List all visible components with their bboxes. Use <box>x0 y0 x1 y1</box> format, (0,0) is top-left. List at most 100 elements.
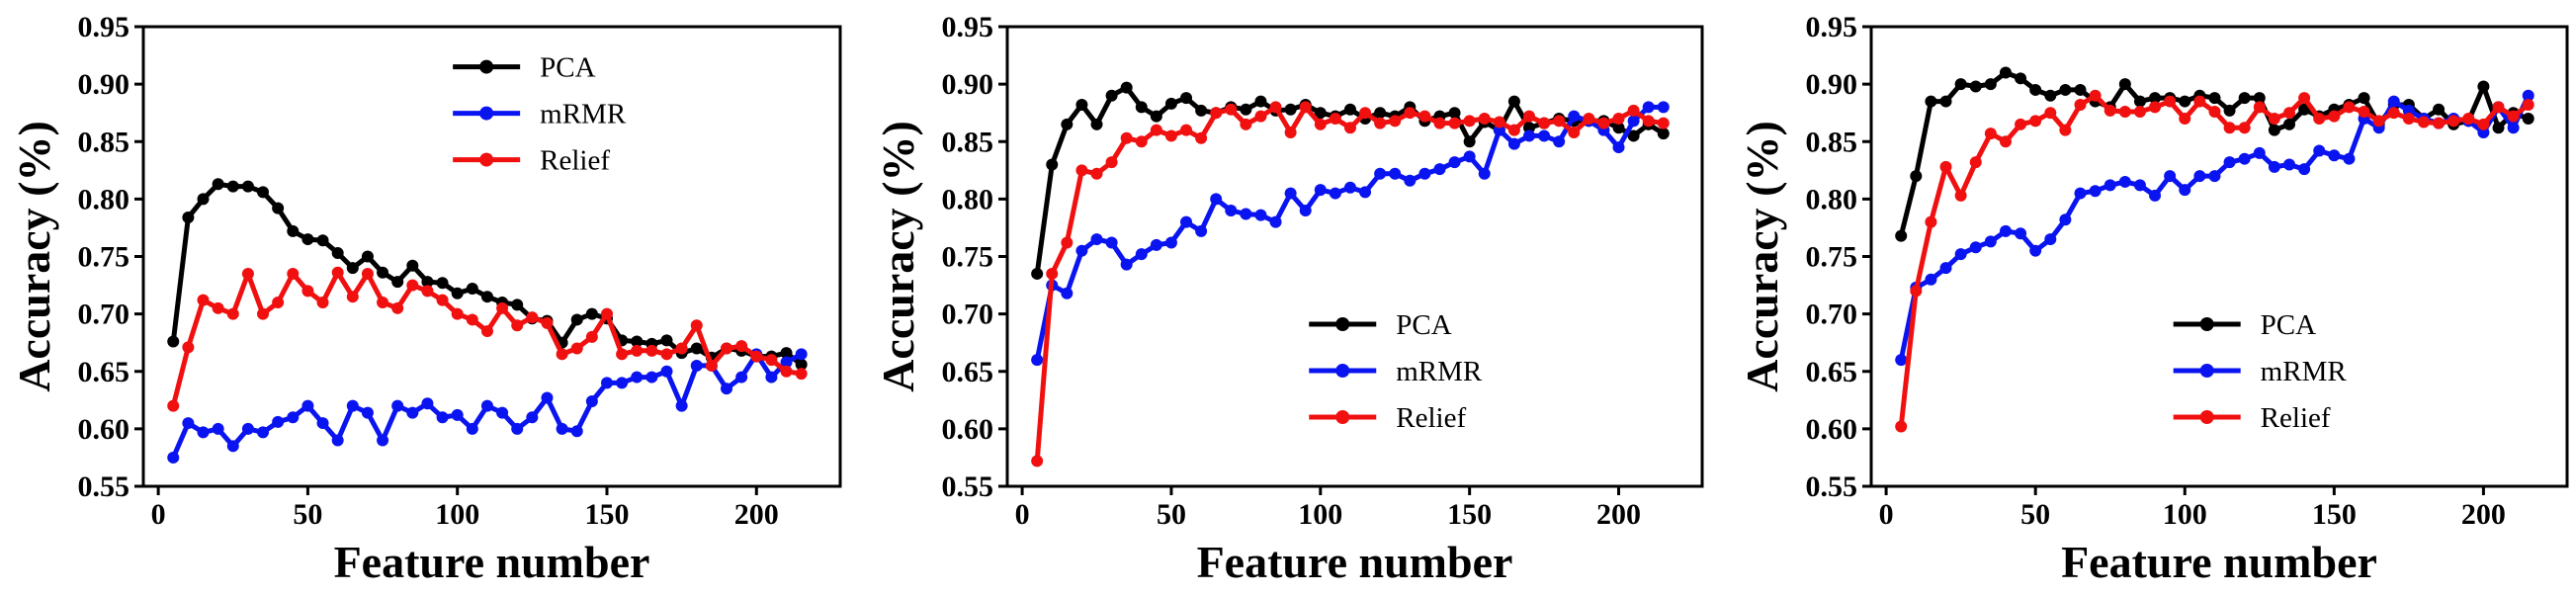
relief-point <box>2133 106 2146 119</box>
pca-point <box>1240 103 1252 116</box>
relief-point <box>1583 113 1595 125</box>
relief-point <box>346 291 359 303</box>
relief-point <box>1314 118 1327 130</box>
relief-point <box>2462 113 2475 125</box>
pca-point <box>1999 66 2012 79</box>
relief-point <box>2179 113 2191 125</box>
x-tick-label: 150 <box>2312 498 2357 531</box>
relief-point <box>2298 92 2311 105</box>
relief-point <box>2238 122 2251 134</box>
mrmr-point <box>1075 244 1088 257</box>
legend-swatch-marker <box>1335 317 1350 331</box>
y-tick-label: 0.70 <box>1806 298 1858 331</box>
relief-point <box>1642 115 1655 128</box>
mrmr-point <box>272 415 285 428</box>
y-tick-label: 0.70 <box>78 298 130 331</box>
relief-point <box>496 301 509 314</box>
pca-point <box>1954 78 1967 91</box>
mrmr-point <box>2223 156 2236 169</box>
relief-point <box>406 279 419 292</box>
relief-point <box>1195 131 1208 144</box>
mrmr-series-1 <box>167 348 808 464</box>
pca-point <box>2059 83 2072 96</box>
mrmr-point <box>182 417 195 430</box>
mrmr-point <box>1999 224 2012 237</box>
mrmr-point <box>466 422 478 435</box>
y-axis-title: Accuracy (%) <box>873 121 923 392</box>
y-tick-label: 0.80 <box>1806 183 1858 215</box>
relief-point <box>1120 131 1133 144</box>
relief-point <box>1254 110 1267 123</box>
mrmr-point <box>1642 101 1655 114</box>
legend-label: mRMR <box>2261 356 2348 387</box>
relief-point <box>1910 285 1923 298</box>
pca-point <box>361 250 374 263</box>
relief-point <box>721 342 733 355</box>
pca-point <box>660 334 673 347</box>
pca-point <box>2133 95 2146 108</box>
pca-point <box>241 180 254 193</box>
x-tick-label: 150 <box>584 498 629 531</box>
relief-series-3 <box>1895 89 2534 433</box>
pca-point <box>2492 122 2505 134</box>
pca-point <box>406 259 419 272</box>
mrmr-point <box>1612 141 1625 154</box>
relief-point <box>2343 101 2356 114</box>
mrmr-point <box>2089 185 2102 198</box>
relief-point <box>316 297 329 308</box>
mrmr-point <box>1225 205 1238 216</box>
pca-point <box>1284 103 1297 116</box>
mrmr-point <box>2313 144 2326 157</box>
pca-point <box>226 180 239 193</box>
relief-point <box>1478 113 1491 125</box>
relief-point <box>1284 126 1297 138</box>
relief-point <box>2223 122 2236 134</box>
mrmr-point <box>2074 187 2087 200</box>
relief-point <box>361 267 374 280</box>
pca-point <box>1895 229 1908 242</box>
mrmr-point <box>167 451 180 464</box>
x-tick-label: 200 <box>734 498 779 531</box>
relief-point <box>1359 107 1372 120</box>
mrmr-point <box>406 406 419 419</box>
x-tick-label: 100 <box>1298 498 1342 531</box>
relief-line <box>1034 104 1667 464</box>
x-tick-label: 0 <box>151 498 166 531</box>
pca-point <box>1969 80 1982 93</box>
relief-point <box>675 342 688 355</box>
pca-point <box>1925 95 1937 108</box>
relief-point <box>287 267 300 280</box>
pca-point <box>1075 99 1088 112</box>
mrmr-point <box>496 406 509 419</box>
relief-point <box>1105 156 1118 169</box>
pca-point <box>570 313 583 326</box>
mrmr-point <box>1507 137 1520 150</box>
y-tick-label: 0.90 <box>1806 68 1858 101</box>
pca-point <box>197 193 210 206</box>
mrmr-point <box>2238 152 2251 165</box>
x-tick-label: 50 <box>2020 498 2050 531</box>
mrmr-point <box>795 348 808 361</box>
y-tick-label: 0.60 <box>78 413 130 446</box>
relief-point <box>1269 101 1282 114</box>
legend-swatch-marker <box>479 152 494 167</box>
mrmr-point <box>721 383 733 395</box>
pca-point <box>287 224 300 237</box>
legend-label: PCA <box>2261 309 2316 341</box>
pca-series-1 <box>167 178 808 371</box>
mrmr-point <box>2015 227 2027 240</box>
mrmr-point <box>1657 101 1670 114</box>
pca-point <box>2298 103 2311 116</box>
relief-point <box>2029 115 2042 128</box>
relief-point <box>167 399 180 412</box>
relief-point <box>272 297 285 308</box>
pca-point <box>436 277 449 290</box>
pca-line <box>170 181 805 368</box>
mrmr-point <box>391 399 404 412</box>
pca-point <box>795 358 808 371</box>
mrmr-point <box>585 394 598 407</box>
relief-point <box>541 316 554 329</box>
relief-point <box>1507 124 1520 136</box>
pca-point <box>1195 104 1208 117</box>
